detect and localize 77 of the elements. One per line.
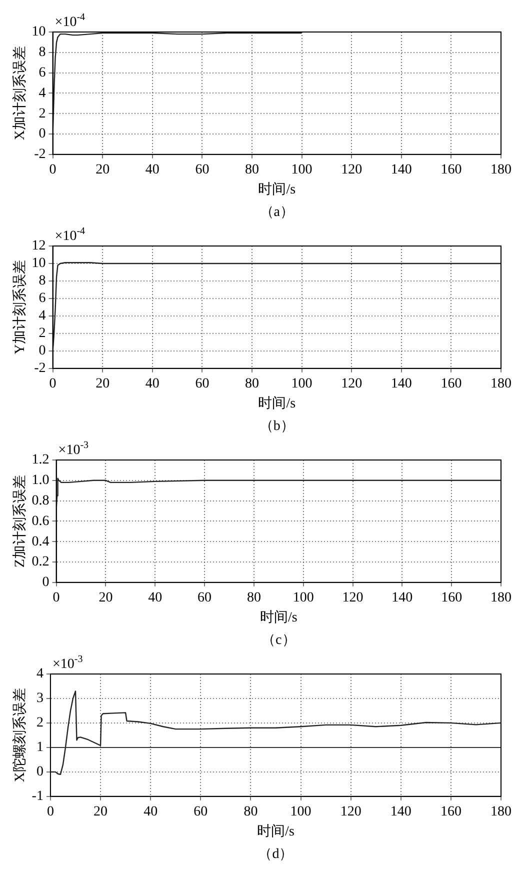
x-axis-title: 时间/s bbox=[257, 823, 294, 840]
x-tick-label: 80 bbox=[244, 804, 258, 820]
y-tick-label: 4 bbox=[36, 666, 44, 682]
x-tick-label: 20 bbox=[96, 162, 110, 178]
y-tick-label: -2 bbox=[34, 361, 46, 376]
y-tick-label: 1.2 bbox=[32, 452, 50, 468]
text: （a） bbox=[260, 205, 294, 220]
y-tick-label: 0 bbox=[36, 764, 44, 780]
x-tick-label: 120 bbox=[341, 162, 362, 178]
x-tick-label: 160 bbox=[440, 162, 462, 178]
x-tick-label: 140 bbox=[390, 162, 412, 178]
y-tick-label: 0.2 bbox=[32, 554, 50, 570]
y-tick-label: 8 bbox=[38, 274, 46, 289]
x-tick-label: 60 bbox=[198, 590, 212, 606]
x-tick-label: 120 bbox=[342, 590, 364, 606]
y-axis-title: Z加计刻系误差 bbox=[12, 474, 28, 568]
x-tick-label: 100 bbox=[290, 804, 312, 820]
x-tick-label: 40 bbox=[148, 590, 162, 606]
x-tick-label: 180 bbox=[490, 804, 512, 820]
y-tick-label: -1 bbox=[32, 789, 44, 804]
x-axis-title: 时间/s bbox=[258, 181, 296, 198]
text: （b） bbox=[259, 419, 294, 434]
x-tick-label: 100 bbox=[291, 376, 312, 392]
text: （c） bbox=[262, 633, 296, 648]
y-tick-label: 4 bbox=[38, 308, 46, 324]
x-tick-label: 40 bbox=[145, 376, 160, 392]
y-tick-label: 0 bbox=[42, 575, 50, 590]
x-tick-label: 20 bbox=[98, 590, 113, 606]
y-tick-label: 2 bbox=[38, 106, 46, 122]
y-tick-label: 10 bbox=[32, 256, 46, 272]
y-tick-label: 10 bbox=[32, 24, 46, 40]
x-tick-label: 60 bbox=[194, 804, 208, 820]
y-tick-label: 6 bbox=[38, 291, 46, 306]
y-tick-label: 2 bbox=[38, 326, 46, 342]
x-tick-label: 160 bbox=[440, 804, 462, 820]
y-tick-label: 4 bbox=[38, 86, 46, 101]
y-tick-label: -2 bbox=[34, 147, 46, 162]
x-tick-label: 20 bbox=[94, 804, 108, 820]
text: （d） bbox=[258, 847, 294, 862]
x-tick-label: 180 bbox=[490, 590, 512, 606]
x-tick-label: 180 bbox=[490, 162, 512, 178]
x-tick-label: 100 bbox=[291, 162, 312, 178]
y-tick-label: 0.4 bbox=[32, 534, 50, 550]
y-axis-title: X陀螺刻系误差 bbox=[12, 688, 28, 782]
x-tick-label: 80 bbox=[246, 590, 261, 606]
x-tick-label: 140 bbox=[392, 590, 413, 606]
y-tick-label: 1.0 bbox=[32, 473, 50, 488]
x-tick-label: 140 bbox=[390, 804, 412, 820]
y-tick-label: 0.6 bbox=[32, 514, 50, 529]
x-tick-label: 0 bbox=[52, 590, 60, 606]
x-tick-label: 80 bbox=[245, 162, 259, 178]
x-tick-label: 40 bbox=[144, 804, 158, 820]
y-axis-title: Y加计刻系误差 bbox=[12, 260, 28, 354]
y-tick-label: 0 bbox=[38, 344, 46, 359]
x-tick-label: 80 bbox=[245, 376, 259, 392]
x-tick-label: 140 bbox=[390, 376, 412, 392]
x-tick-label: 60 bbox=[195, 376, 210, 392]
x-tick-label: 120 bbox=[340, 804, 362, 820]
x-tick-label: 100 bbox=[292, 590, 314, 606]
y-tick-label: 12 bbox=[32, 238, 46, 254]
x-tick-label: 20 bbox=[96, 376, 110, 392]
y-tick-label: 0 bbox=[38, 126, 46, 142]
y-tick-label: 8 bbox=[38, 45, 46, 60]
x-axis-title: 时间/s bbox=[258, 395, 296, 412]
x-axis-title: 时间/s bbox=[260, 609, 298, 626]
y-tick-label: 2 bbox=[36, 716, 44, 731]
x-tick-label: 120 bbox=[341, 376, 362, 392]
x-tick-label: 160 bbox=[441, 590, 462, 606]
y-tick-label: 6 bbox=[38, 65, 46, 80]
x-tick-label: 40 bbox=[145, 162, 160, 178]
x-tick-label: 60 bbox=[195, 162, 210, 178]
y-axis-title: X加计刻系误差 bbox=[12, 46, 28, 140]
y-tick-label: 3 bbox=[36, 691, 44, 706]
x-tick-label: 160 bbox=[440, 376, 462, 392]
y-tick-label: 0.8 bbox=[32, 493, 50, 508]
x-tick-label: 180 bbox=[490, 376, 512, 392]
y-tick-label: 1 bbox=[36, 740, 44, 756]
